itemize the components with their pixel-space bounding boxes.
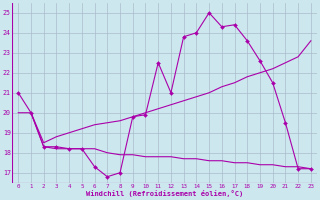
X-axis label: Windchill (Refroidissement éolien,°C): Windchill (Refroidissement éolien,°C) [86, 190, 243, 197]
